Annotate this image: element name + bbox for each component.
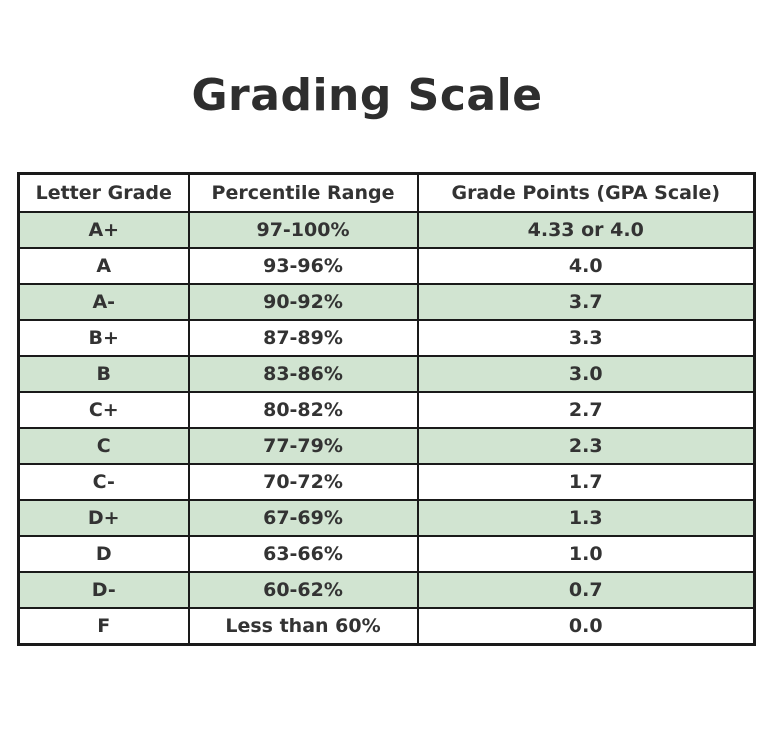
table-row: B 83-86% 3.0 bbox=[17, 355, 756, 393]
percentile-range-cell: 90-92% bbox=[187, 283, 419, 321]
table-row: C- 70-72% 1.7 bbox=[17, 463, 756, 501]
letter-grade-cell: B bbox=[17, 355, 190, 393]
letter-grade-cell: F bbox=[17, 607, 190, 646]
table-row: F Less than 60% 0.0 bbox=[17, 607, 756, 646]
percentile-range-cell: 70-72% bbox=[187, 463, 419, 501]
table-row: C 77-79% 2.3 bbox=[17, 427, 756, 465]
table-row: A+ 97-100% 4.33 or 4.0 bbox=[17, 211, 756, 249]
percentile-range-cell: 77-79% bbox=[187, 427, 419, 465]
percentile-range-cell: 87-89% bbox=[187, 319, 419, 357]
grade-points-cell: 1.7 bbox=[416, 463, 756, 501]
header-grade-points: Grade Points (GPA Scale) bbox=[416, 172, 756, 213]
header-percentile-range: Percentile Range bbox=[187, 172, 419, 213]
letter-grade-cell: C bbox=[17, 427, 190, 465]
letter-grade-cell: B+ bbox=[17, 319, 190, 357]
percentile-range-cell: 63-66% bbox=[187, 535, 419, 573]
table-row: D+ 67-69% 1.3 bbox=[17, 499, 756, 537]
table-row: A 93-96% 4.0 bbox=[17, 247, 756, 285]
table-row: D 63-66% 1.0 bbox=[17, 535, 756, 573]
letter-grade-cell: A- bbox=[17, 283, 190, 321]
grading-scale-table: Letter Grade Percentile Range Grade Poin… bbox=[17, 172, 756, 646]
percentile-range-cell: 60-62% bbox=[187, 571, 419, 609]
grade-points-cell: 3.7 bbox=[416, 283, 756, 321]
percentile-range-cell: Less than 60% bbox=[187, 607, 419, 646]
table-row: B+ 87-89% 3.3 bbox=[17, 319, 756, 357]
header-letter-grade: Letter Grade bbox=[17, 172, 190, 213]
grade-points-cell: 2.7 bbox=[416, 391, 756, 429]
percentile-range-cell: 97-100% bbox=[187, 211, 419, 249]
letter-grade-cell: D+ bbox=[17, 499, 190, 537]
grade-points-cell: 0.0 bbox=[416, 607, 756, 646]
percentile-range-cell: 93-96% bbox=[187, 247, 419, 285]
grade-points-cell: 4.0 bbox=[416, 247, 756, 285]
letter-grade-cell: A bbox=[17, 247, 190, 285]
table-row: C+ 80-82% 2.7 bbox=[17, 391, 756, 429]
table-header-row: Letter Grade Percentile Range Grade Poin… bbox=[17, 172, 756, 213]
percentile-range-cell: 83-86% bbox=[187, 355, 419, 393]
grade-points-cell: 3.0 bbox=[416, 355, 756, 393]
grade-points-cell: 0.7 bbox=[416, 571, 756, 609]
page-title: Grading Scale bbox=[191, 70, 543, 121]
percentile-range-cell: 80-82% bbox=[187, 391, 419, 429]
percentile-range-cell: 67-69% bbox=[187, 499, 419, 537]
grade-points-cell: 1.0 bbox=[416, 535, 756, 573]
letter-grade-cell: D- bbox=[17, 571, 190, 609]
grade-points-cell: 3.3 bbox=[416, 319, 756, 357]
grade-points-cell: 2.3 bbox=[416, 427, 756, 465]
grade-points-cell: 4.33 or 4.0 bbox=[416, 211, 756, 249]
letter-grade-cell: D bbox=[17, 535, 190, 573]
table-row: D- 60-62% 0.7 bbox=[17, 571, 756, 609]
table-row: A- 90-92% 3.7 bbox=[17, 283, 756, 321]
letter-grade-cell: C- bbox=[17, 463, 190, 501]
letter-grade-cell: C+ bbox=[17, 391, 190, 429]
letter-grade-cell: A+ bbox=[17, 211, 190, 249]
grade-points-cell: 1.3 bbox=[416, 499, 756, 537]
